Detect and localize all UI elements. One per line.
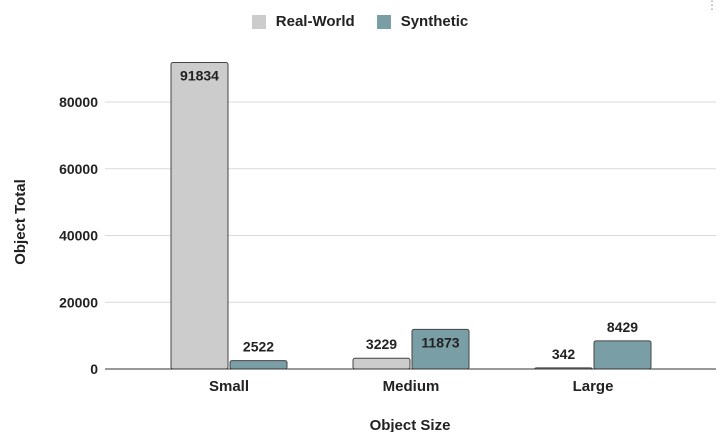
- legend-swatch-real-world: [251, 14, 266, 29]
- x-tick-label: Small: [209, 378, 249, 395]
- bars: [170, 62, 652, 370]
- y-tick-label: 80000: [59, 94, 98, 110]
- bar-real-world-small: [170, 62, 229, 370]
- bar-synthetic-large: [593, 340, 652, 370]
- legend-label-real-world: Real-World: [275, 13, 355, 30]
- bar-synthetic-small: [229, 360, 288, 370]
- y-tick-label: 60000: [59, 161, 98, 177]
- bar-real-world-medium: [352, 357, 411, 370]
- legend-label-synthetic: Synthetic: [400, 13, 469, 30]
- data-label: 91834: [180, 68, 219, 84]
- legend-item-real-world[interactable]: Real-World: [251, 13, 355, 30]
- x-tick-label: Medium: [383, 378, 440, 395]
- x-axis-title: Object Size: [370, 417, 451, 432]
- data-label: 11873: [421, 334, 459, 350]
- more-options-icon[interactable]: ⋮: [706, 0, 718, 12]
- legend: Real-World Synthetic: [0, 13, 720, 30]
- y-tick-label: 0: [90, 361, 98, 377]
- y-tick-label: 40000: [59, 228, 98, 244]
- y-tick-label: 20000: [59, 294, 98, 310]
- data-label: 8429: [607, 319, 638, 335]
- x-axis-ticks: Small Medium Large: [209, 378, 613, 395]
- legend-item-synthetic[interactable]: Synthetic: [376, 13, 469, 30]
- data-labels: 91834 2522 3229 11873 342 8429: [180, 68, 638, 362]
- data-label: 3229: [366, 336, 397, 352]
- y-axis-title: Object Total: [12, 179, 29, 265]
- data-label: 342: [552, 346, 576, 362]
- x-tick-label: Large: [573, 378, 614, 395]
- data-label: 2522: [243, 339, 274, 355]
- legend-swatch-synthetic: [376, 14, 391, 29]
- y-axis-ticks: 0 20000 40000 60000 80000: [59, 94, 98, 377]
